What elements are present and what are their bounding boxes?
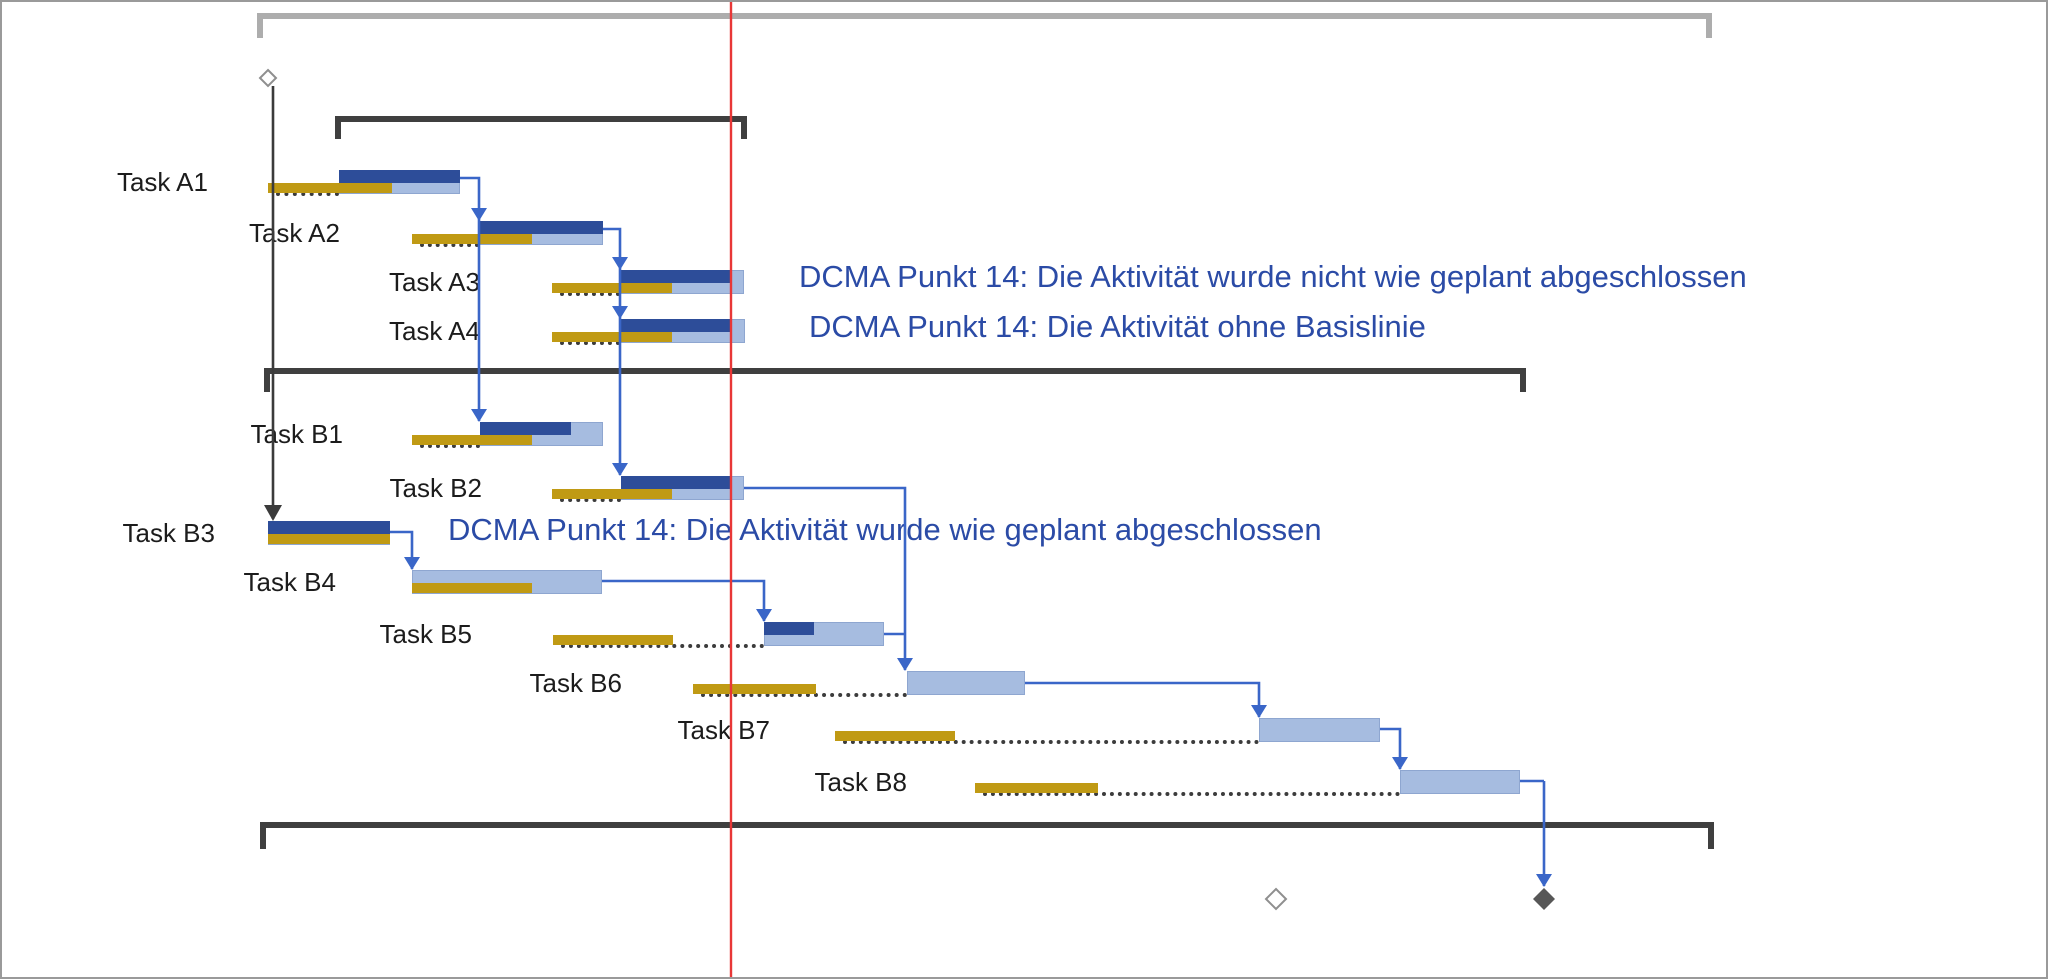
summary-bracket-project-light xyxy=(257,13,1712,38)
slip-dotted-line xyxy=(420,243,479,247)
baseline-bar xyxy=(412,583,532,593)
relationship-arrowhead xyxy=(1392,757,1408,770)
relationship-arrowhead xyxy=(897,658,913,671)
task-bar[interactable] xyxy=(907,671,1025,695)
relationship-line xyxy=(1025,681,1261,717)
baseline-bar xyxy=(552,332,672,342)
relationship-arrowhead xyxy=(404,557,420,570)
slip-dotted-line xyxy=(276,192,339,196)
relationship-arrowhead xyxy=(612,257,628,270)
slip-dotted-line xyxy=(560,498,621,502)
relationship-arrowhead xyxy=(264,505,282,521)
milestone-diamond-filled[interactable] xyxy=(1533,888,1555,910)
baseline-bar xyxy=(268,534,390,544)
relationship-line xyxy=(390,530,414,569)
baseline-bar xyxy=(553,635,673,645)
relationship-arrowhead xyxy=(756,609,772,622)
relationship-arrowhead xyxy=(471,208,487,221)
task-label: Task A1 xyxy=(116,167,208,197)
task-label: Task A4 xyxy=(388,316,480,346)
task-label: Task B5 xyxy=(379,619,473,649)
task-progress-bar[interactable] xyxy=(620,270,730,283)
task-label: Task A2 xyxy=(248,218,340,248)
relationship-arrowhead xyxy=(471,409,487,422)
task-label: Task B1 xyxy=(250,419,344,449)
dcma-annotation: DCMA Punkt 14: Die Aktivität wurde wie g… xyxy=(448,512,1322,547)
baseline-bar xyxy=(412,234,532,244)
task-progress-bar[interactable] xyxy=(479,221,603,234)
summary-bracket-group-a xyxy=(335,116,747,139)
dcma-annotation: DCMA Punkt 14: Die Aktivität ohne Basisl… xyxy=(809,309,1426,344)
task-progress-bar[interactable] xyxy=(620,319,731,332)
task-label: Task B2 xyxy=(389,473,483,503)
task-progress-bar[interactable] xyxy=(339,170,460,183)
task-progress-bar[interactable] xyxy=(621,476,732,489)
milestone-diamond-open[interactable] xyxy=(258,68,278,88)
relationship-line xyxy=(1380,727,1402,769)
relationship-line xyxy=(602,579,766,621)
relationship-line xyxy=(603,227,622,475)
relationship-arrowhead xyxy=(612,306,628,319)
baseline-bar xyxy=(975,783,1098,793)
milestone-diamond-open[interactable] xyxy=(1264,887,1288,911)
task-label: Task B6 xyxy=(529,668,623,698)
relationship-line xyxy=(1520,779,1546,886)
task-label: Task B3 xyxy=(122,518,216,548)
relationship-arrowhead xyxy=(612,463,628,476)
slip-dotted-line xyxy=(560,341,620,345)
slip-dotted-line xyxy=(561,644,764,648)
slip-dotted-line xyxy=(420,444,480,448)
baseline-bar xyxy=(552,489,672,499)
baseline-bar xyxy=(552,283,672,293)
task-progress-bar[interactable] xyxy=(480,422,571,435)
task-progress-bar[interactable] xyxy=(268,521,390,534)
task-label: Task B4 xyxy=(243,567,337,597)
slip-dotted-line xyxy=(843,740,1259,744)
task-label: Task B8 xyxy=(814,767,908,797)
summary-bracket-project-dark xyxy=(260,822,1714,849)
relationship-arrowhead xyxy=(1536,874,1552,887)
baseline-bar xyxy=(268,183,392,193)
relationship-line xyxy=(460,176,481,421)
slip-dotted-line xyxy=(701,693,907,697)
task-bar[interactable] xyxy=(1400,770,1520,794)
summary-bracket-group-b xyxy=(264,368,1526,392)
task-bar[interactable] xyxy=(1259,718,1380,742)
task-label: Task B7 xyxy=(677,715,771,745)
relationship-arrowhead xyxy=(1251,705,1267,718)
slip-dotted-line xyxy=(983,792,1400,796)
baseline-bar xyxy=(412,435,532,445)
baseline-bar xyxy=(835,731,955,741)
dcma-annotation: DCMA Punkt 14: Die Aktivität wurde nicht… xyxy=(799,259,1747,294)
task-label: Task A3 xyxy=(388,267,480,297)
baseline-bar xyxy=(693,684,816,694)
task-progress-bar[interactable] xyxy=(764,622,814,635)
slip-dotted-line xyxy=(560,292,620,296)
